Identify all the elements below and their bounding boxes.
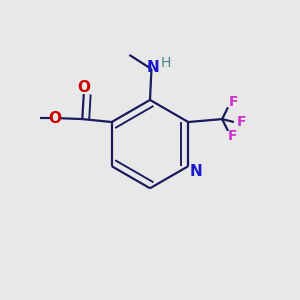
Text: O: O: [77, 80, 90, 95]
Text: N: N: [147, 60, 159, 75]
Text: H: H: [160, 56, 171, 70]
Text: F: F: [236, 115, 246, 129]
Text: F: F: [228, 129, 237, 143]
Text: F: F: [229, 95, 238, 109]
Text: N: N: [190, 164, 203, 179]
Text: O: O: [48, 111, 61, 126]
